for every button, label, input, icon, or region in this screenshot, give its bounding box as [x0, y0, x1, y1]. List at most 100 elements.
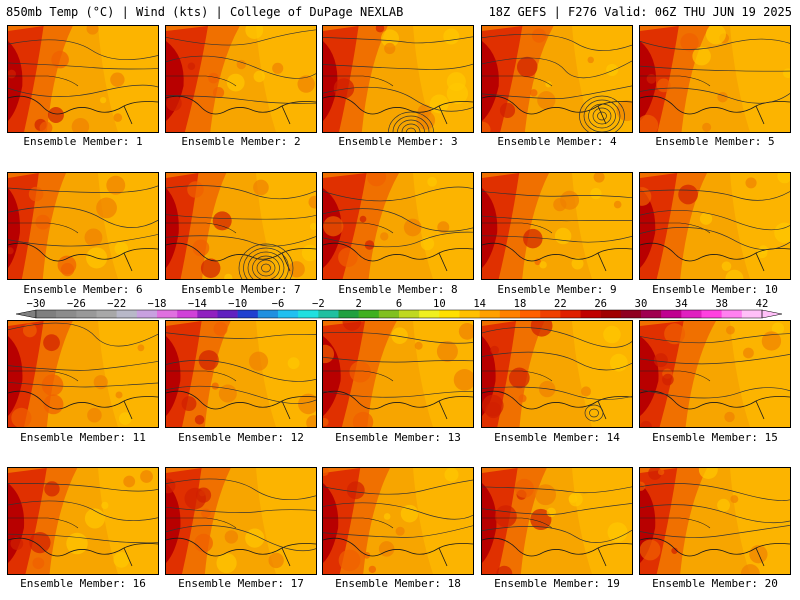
ensemble-panel-8	[322, 172, 474, 280]
colorbar-tick-label: 2	[356, 298, 362, 310]
ensemble-panel-5	[639, 25, 791, 133]
ensemble-panel-6	[7, 172, 159, 280]
colorbar-swatch	[580, 310, 601, 318]
colorbar-swatch	[338, 310, 359, 318]
colorbar-tick-label: 14	[473, 298, 486, 310]
colorbar-swatch	[399, 310, 420, 318]
colorbar-swatch	[217, 310, 238, 318]
colorbar-swatch	[358, 310, 380, 318]
ensemble-member-label: Ensemble Member: 6	[23, 283, 143, 296]
ensemble-panel-1	[7, 25, 159, 133]
colorbar-tick-label: −18	[148, 298, 167, 310]
ensemble-panel-2	[165, 25, 317, 133]
colorbar-swatch	[136, 310, 158, 318]
colorbar-tick-label: −6	[272, 298, 285, 310]
map-title: 850mb Temp (°C) | Wind (kts) | College o…	[6, 5, 404, 19]
colorbar-swatch	[600, 310, 622, 318]
ensemble-panel-14	[481, 320, 633, 428]
colorbar-tick-label: 26	[594, 298, 607, 310]
colorbar-swatch	[237, 310, 259, 318]
colorbar-swatch	[96, 310, 117, 318]
colorbar-tick-label: −14	[188, 298, 207, 310]
colorbar-tick-label: 22	[554, 298, 567, 310]
colorbar-tick-label: −26	[67, 298, 86, 310]
ensemble-panel-12	[165, 320, 317, 428]
ensemble-member-label: Ensemble Member: 7	[181, 283, 301, 296]
colorbar-swatch	[56, 310, 77, 318]
ensemble-member-label: Ensemble Member: 5	[655, 135, 775, 148]
colorbar-swatch	[661, 310, 682, 318]
colorbar-swatch	[36, 310, 57, 318]
ensemble-panel-13	[322, 320, 474, 428]
colorbar-swatch	[278, 310, 299, 318]
colorbar-swatch	[540, 310, 561, 318]
colorbar-swatch	[741, 310, 763, 318]
ensemble-panel-9	[481, 172, 633, 280]
colorbar-right-arrow	[761, 309, 783, 319]
ensemble-panel-20	[639, 467, 791, 575]
ensemble-member-label: Ensemble Member: 4	[497, 135, 617, 148]
colorbar-swatch	[157, 310, 178, 318]
ensemble-member-label: Ensemble Member: 11	[20, 431, 146, 444]
colorbar-swatch	[721, 310, 743, 318]
temperature-colorbar: −30 −26 −22 −18 −14 −10 −6 −2 2 6 10 14 18 22 26 30 34 38…	[15, 298, 783, 319]
ensemble-panel-10	[639, 172, 791, 280]
colorbar-tick-label: −2	[312, 298, 325, 310]
ensemble-member-label: Ensemble Member: 3	[338, 135, 458, 148]
colorbar-tick-label: 30	[635, 298, 648, 310]
colorbar-swatch	[479, 310, 501, 318]
colorbar-swatch	[681, 310, 702, 318]
ensemble-member-label: Ensemble Member: 10	[652, 283, 778, 296]
ensemble-member-label: Ensemble Member: 13	[335, 431, 461, 444]
colorbar-swatch	[459, 310, 480, 318]
colorbar-tick-label: 10	[433, 298, 446, 310]
ensemble-member-label: Ensemble Member: 2	[181, 135, 301, 148]
ensemble-panel-7	[165, 172, 317, 280]
ensemble-member-label: Ensemble Member: 18	[335, 577, 461, 590]
colorbar-swatch	[439, 310, 460, 318]
colorbar-tick-label: −10	[228, 298, 247, 310]
ensemble-panel-4	[481, 25, 633, 133]
colorbar-swatch	[419, 310, 440, 318]
ensemble-member-label: Ensemble Member: 1	[23, 135, 143, 148]
colorbar-swatch	[520, 310, 541, 318]
colorbar-tick-label: 42	[756, 298, 769, 310]
ensemble-member-label: Ensemble Member: 12	[178, 431, 304, 444]
colorbar-swatch	[76, 310, 97, 318]
ensemble-panel-17	[165, 467, 317, 575]
colorbar-tick-label: −22	[107, 298, 126, 310]
ensemble-panel-11	[7, 320, 159, 428]
ensemble-member-label: Ensemble Member: 15	[652, 431, 778, 444]
ensemble-panel-16	[7, 467, 159, 575]
colorbar-swatch	[116, 310, 138, 318]
colorbar-swatch	[701, 310, 722, 318]
colorbar-swatch	[499, 310, 521, 318]
ensemble-member-label: Ensemble Member: 14	[494, 431, 620, 444]
colorbar-swatch	[560, 310, 581, 318]
ensemble-panel-15	[639, 320, 791, 428]
colorbar-left-arrow	[15, 309, 37, 319]
ensemble-member-label: Ensemble Member: 20	[652, 577, 778, 590]
colorbar-swatch	[197, 310, 218, 318]
ensemble-member-label: Ensemble Member: 17	[178, 577, 304, 590]
colorbar-swatch	[298, 310, 319, 318]
colorbar-tick-label: −30	[27, 298, 46, 310]
ensemble-member-label: Ensemble Member: 19	[494, 577, 620, 590]
colorbar-tick-label: 38	[715, 298, 728, 310]
run-valid-time: 18Z GEFS | F276 Valid: 06Z THU JUN 19 20…	[488, 5, 792, 19]
colorbar-tick-label: 34	[675, 298, 688, 310]
ensemble-panel-3	[322, 25, 474, 133]
colorbar-swatch	[620, 310, 642, 318]
colorbar-swatch	[641, 310, 662, 318]
ensemble-panel-18	[322, 467, 474, 575]
colorbar-swatch	[257, 310, 279, 318]
colorbar-tick-label: 18	[514, 298, 527, 310]
colorbar-swatch	[378, 310, 400, 318]
ensemble-member-label: Ensemble Member: 8	[338, 283, 458, 296]
colorbar-swatch	[177, 310, 198, 318]
ensemble-member-label: Ensemble Member: 9	[497, 283, 617, 296]
colorbar-swatch	[318, 310, 339, 318]
ensemble-member-label: Ensemble Member: 16	[20, 577, 146, 590]
ensemble-panel-19	[481, 467, 633, 575]
colorbar-tick-label: 6	[396, 298, 402, 310]
